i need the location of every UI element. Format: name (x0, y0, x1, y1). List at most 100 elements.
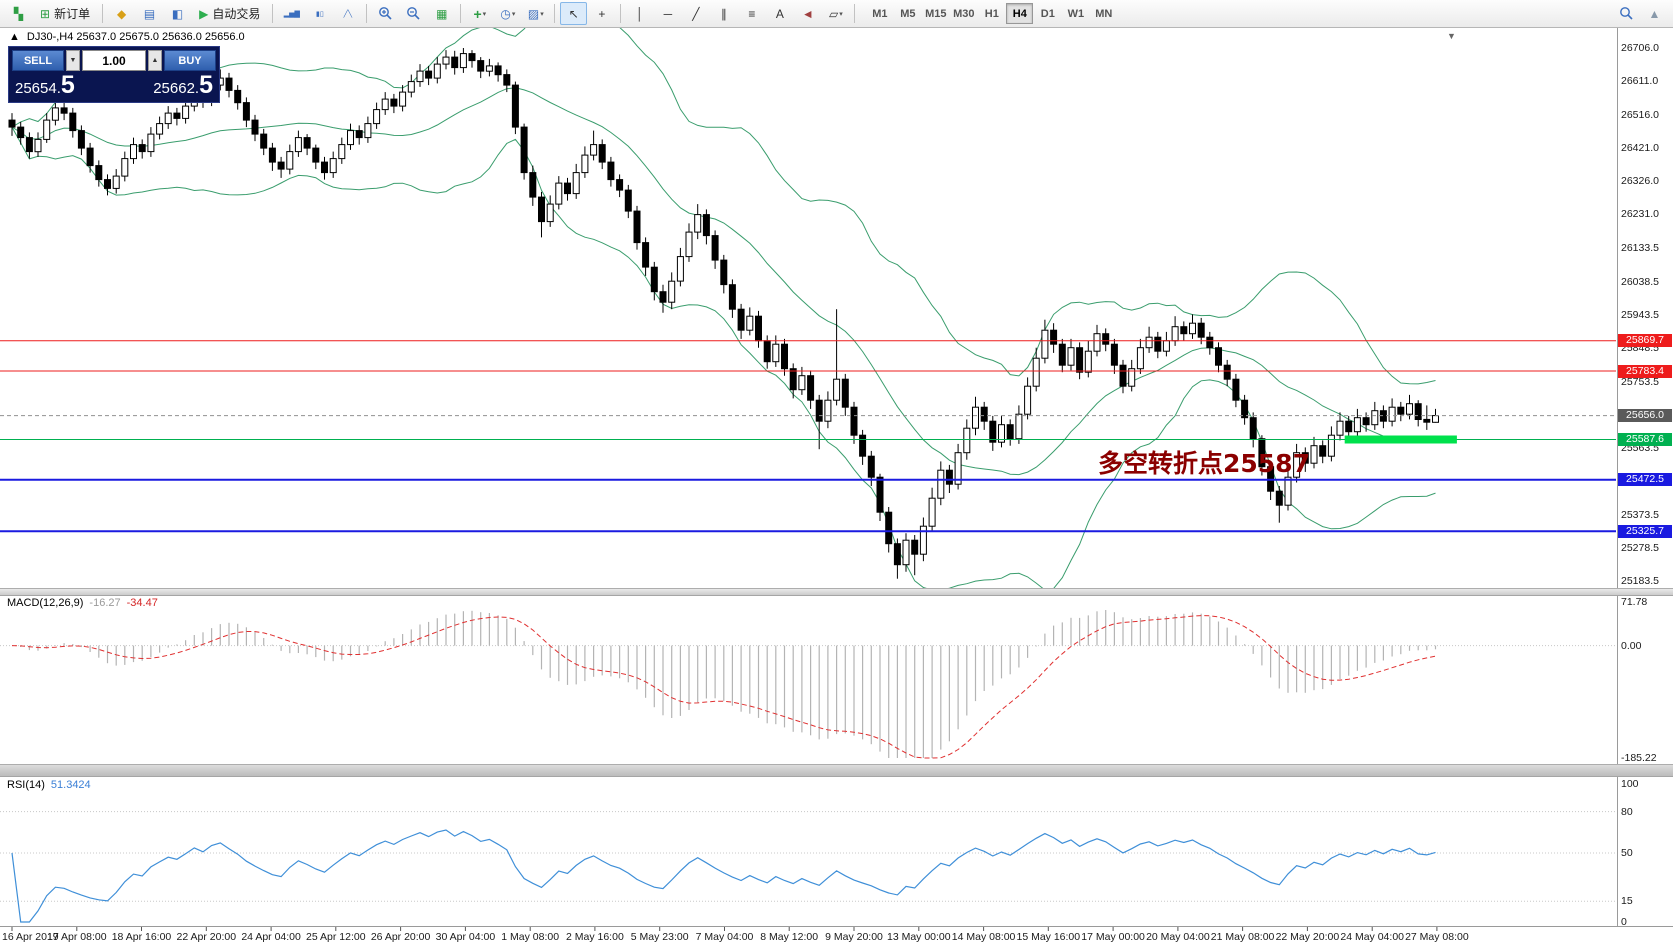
candle (1128, 359, 1136, 392)
search-icon[interactable] (1613, 2, 1640, 25)
candle (138, 139, 146, 159)
indicators-icon[interactable]: + ▾ (473, 5, 487, 22)
candle (607, 156, 615, 187)
market-watch-icon[interactable]: ▤ (143, 6, 156, 21)
macd-label: MACD(12,26,9) (7, 597, 84, 609)
candle (668, 272, 676, 310)
vertical-line-icon[interactable]: │ (636, 6, 644, 21)
zoom-out-icon[interactable] (400, 2, 427, 25)
candle (1171, 316, 1179, 346)
fibonacci-icon[interactable]: ≡ (748, 6, 756, 21)
time-axis-label: 22 May 20:00 (1275, 931, 1340, 943)
timeframe-button-H4[interactable]: H4 (1006, 3, 1034, 24)
candle (815, 394, 823, 450)
sell-button[interactable]: SELL (12, 50, 64, 71)
timeframe-button-M30[interactable]: M30 (953, 7, 975, 20)
timeframe-button-W1[interactable]: W1 (1067, 7, 1085, 20)
candle (1119, 359, 1127, 394)
candle (1293, 443, 1301, 483)
timeframe-button-MN[interactable]: MN (1095, 7, 1113, 20)
tile-windows-icon[interactable]: ▦ (436, 6, 448, 21)
candle (104, 174, 111, 196)
candle (8, 113, 16, 136)
candle (312, 144, 320, 170)
timeframe-button-M15[interactable]: M15 (925, 7, 947, 20)
candle (51, 100, 59, 126)
new-order-button[interactable]: ⊞ 新订单 (33, 3, 97, 24)
toolbar: ▚ ⊞ 新订单 ◆ ▤ ◧ ▶ 自动交易 ▂▅▇ ▮▯ ╱╲ ▦ + ▾ ◷ ▾ ▨ ▾ ↖ + │ ─ ╱ ∥ ≡ A ◄ ▱ ▾ M1… (0, 0, 1673, 28)
time-axis-label: 16 Apr 2019 (2, 931, 59, 943)
timeframe-button-M1[interactable]: M1 (872, 7, 888, 20)
volume-up-button[interactable]: ▲ (148, 50, 162, 71)
candle (711, 230, 719, 269)
buy-button[interactable]: BUY (164, 50, 216, 71)
shapes-icon[interactable]: ▱ ▾ (828, 6, 843, 21)
community-icon[interactable]: ▲ (1648, 6, 1661, 21)
price-axis-label: 26038.5 (1621, 275, 1659, 288)
rsi-indicator-header: RSI(14) 51.3424 (5, 779, 93, 791)
zoom-in-icon[interactable] (372, 2, 399, 25)
autotrading-button[interactable]: ▶ 自动交易 (192, 3, 267, 24)
panel-divider-rsi[interactable] (0, 764, 1673, 777)
chart-ohlc-header: DJ30-,H4 25637.0 25675.0 25636.0 25656.0 (26, 31, 245, 43)
crosshair-icon[interactable]: + (598, 6, 606, 21)
templates-icon[interactable]: ▨ ▾ (527, 6, 544, 21)
sell-price: 25654.5 (15, 71, 75, 99)
candle (225, 72, 233, 98)
timeframe-button-D1[interactable]: D1 (1040, 7, 1055, 20)
candle (841, 373, 849, 416)
horizontal-line-icon[interactable]: ─ (663, 6, 673, 21)
candle (25, 132, 33, 159)
candle (998, 415, 1005, 448)
volume-input[interactable]: 1.00 (82, 50, 146, 71)
time-axis-label: 5 May 23:00 (630, 931, 689, 943)
bar-chart-icon[interactable]: ▂▅▇ (283, 10, 300, 18)
candle (1388, 398, 1396, 427)
app-logo-icon[interactable]: ▚ (13, 6, 24, 21)
candle (694, 204, 702, 240)
candle (268, 142, 276, 171)
candle (77, 125, 85, 156)
candle (520, 123, 528, 180)
candle (980, 401, 988, 430)
periods-icon[interactable]: ◷ ▾ (500, 6, 516, 21)
data-window-icon[interactable]: ◧ (171, 6, 184, 21)
highlight-bar[interactable] (1344, 435, 1457, 444)
candle (1275, 486, 1283, 523)
candle (720, 254, 728, 294)
candle (919, 517, 927, 562)
candle (1241, 394, 1249, 425)
panel-divider-macd[interactable] (0, 588, 1673, 596)
rsi-axis-label: 80 (1621, 805, 1633, 818)
macd-indicator-header: MACD(12,26,9) -16.27 -34.47 (5, 597, 160, 609)
profiles-icon[interactable]: ◆ (116, 6, 127, 21)
scroll-to-end-icon: ▼ (1447, 31, 1456, 41)
candle (746, 307, 754, 336)
line-chart-icon[interactable]: ╱╲ (343, 10, 353, 18)
volume-down-button[interactable]: ▼ (66, 50, 80, 71)
macd-axis-label: 71.78 (1621, 596, 1648, 608)
time-axis-label: 25 Apr 12:00 (306, 931, 366, 943)
equidistant-channel-icon[interactable]: ∥ (720, 6, 727, 21)
time-axis-label: 17 Apr 08:00 (47, 931, 107, 943)
candle (1076, 342, 1084, 380)
main-chart-layer (0, 28, 1616, 588)
cursor-icon[interactable]: ↖ (560, 2, 588, 25)
price-tag: 25587.6 (1618, 433, 1672, 446)
candle (303, 134, 311, 156)
arrow-label-icon[interactable]: ◄ (801, 6, 814, 21)
trendline-icon[interactable]: ╱ (692, 6, 700, 21)
candle (789, 363, 797, 399)
price-axis-label: 26231.0 (1621, 208, 1659, 221)
candle (728, 279, 736, 318)
candlestick-chart-icon[interactable]: ▮▯ (315, 10, 324, 18)
time-axis-label: 20 May 04:00 (1146, 931, 1210, 943)
candle (260, 128, 268, 156)
candle (338, 137, 346, 164)
panel-collapse-icon[interactable]: ▲ (9, 31, 20, 43)
timeframe-button-H1[interactable]: H1 (984, 7, 999, 20)
text-icon[interactable]: A (775, 6, 784, 21)
timeframe-button-M5[interactable]: M5 (900, 7, 916, 20)
candle (173, 107, 181, 126)
